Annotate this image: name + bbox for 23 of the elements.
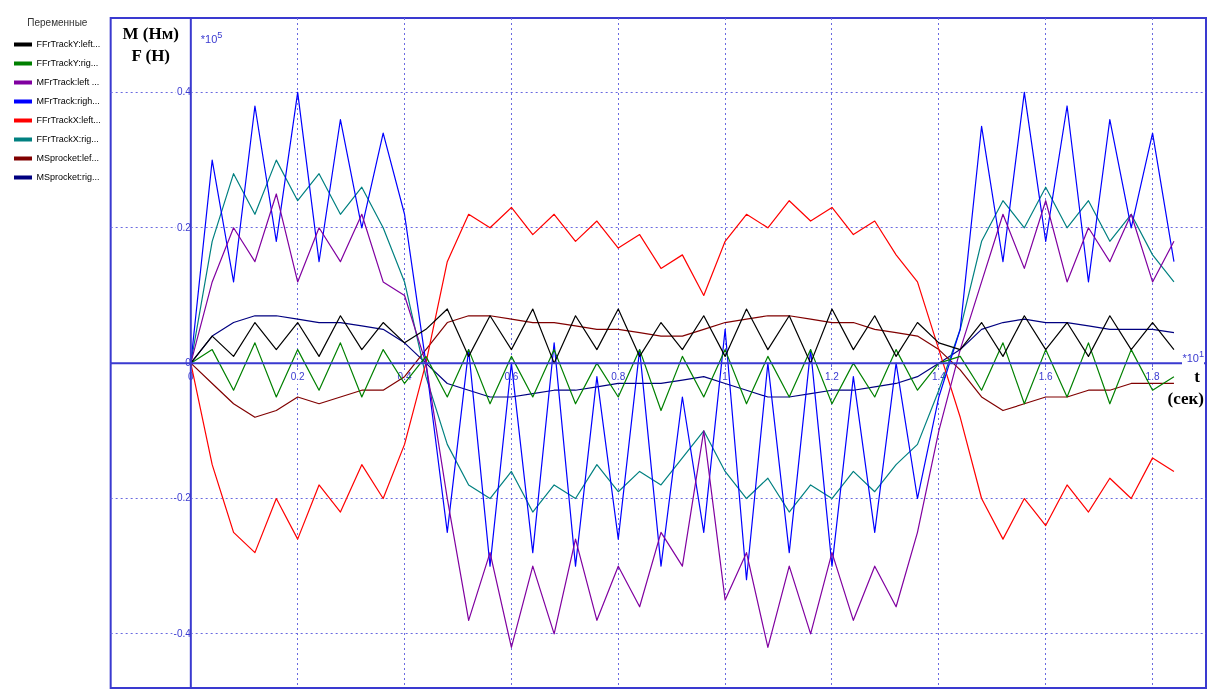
y-tick-label: -0.2	[173, 492, 192, 504]
legend-label: MFrTrack:left ...	[36, 76, 100, 87]
y-axis-title: M (Нм) F (Н)	[122, 23, 179, 65]
x-tick-label: 0.8	[611, 370, 626, 382]
x-axis-title: t (сек)	[1167, 367, 1204, 409]
y-tick-label: -0.4	[173, 627, 192, 639]
legend-label: FFrTrackX:left...	[36, 114, 101, 125]
x-tick-label: 1	[722, 370, 729, 382]
legend-label: FFrTrackY:rig...	[36, 57, 99, 68]
x-tick-label: 1.8	[1145, 370, 1160, 382]
legend-label: MSprocket:rig...	[36, 171, 100, 182]
annotation: *10$^{5}$	[200, 28, 223, 46]
legend-label: FFrTrackX:rig...	[36, 133, 99, 144]
legend-label: MSprocket:lef...	[36, 152, 100, 163]
x-tick-label: 0.2	[290, 370, 306, 382]
annotation: *10$^{1}$	[1182, 347, 1204, 365]
x-tick-label: 1.6	[1038, 370, 1054, 382]
y-tick-label: 0.2	[176, 221, 192, 233]
legend-title: Переменные	[27, 16, 88, 28]
x-tick-label: 1.2	[825, 370, 840, 382]
legend-label: FFrTrackY:left...	[36, 38, 101, 49]
y-tick-label: 0.4	[176, 86, 192, 98]
legend-label: MFrTrack:righ...	[36, 95, 100, 106]
